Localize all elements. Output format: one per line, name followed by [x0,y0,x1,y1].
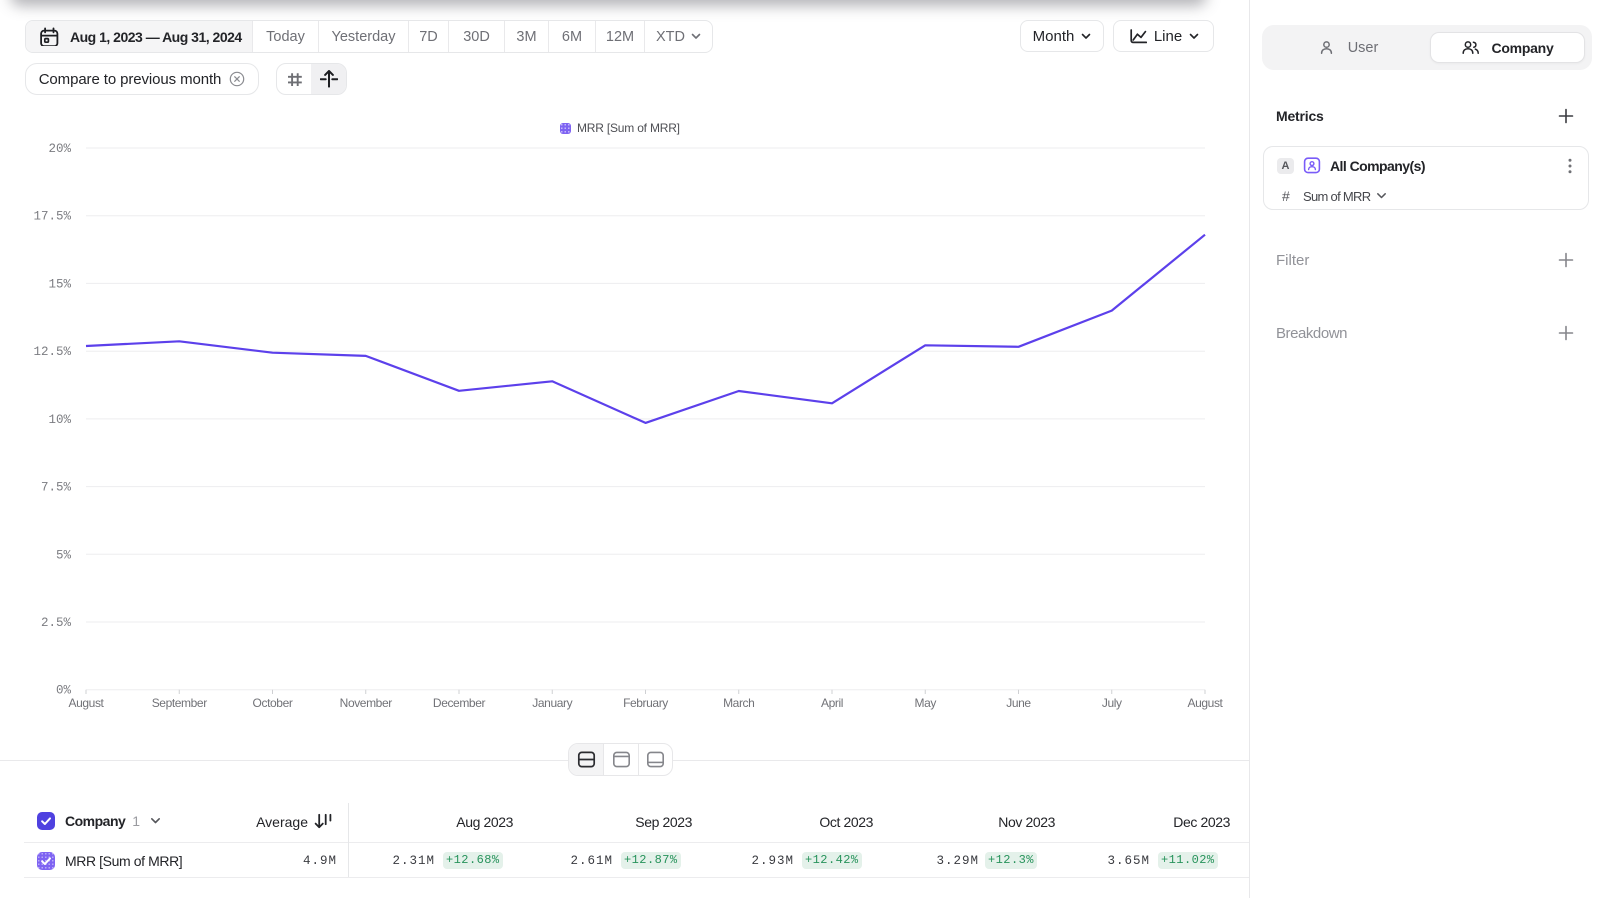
svg-text:7.5%: 7.5% [41,481,72,495]
svg-text:5%: 5% [56,548,72,562]
svg-text:August: August [1188,696,1224,710]
svg-text:December: December [433,696,486,710]
svg-text:October: October [253,696,293,710]
svg-text:August: August [69,696,105,710]
svg-text:May: May [915,696,937,710]
svg-text:September: September [152,696,208,710]
svg-text:17.5%: 17.5% [33,210,71,224]
svg-text:0%: 0% [56,684,72,698]
svg-text:April: April [821,696,843,710]
svg-text:January: January [532,696,572,710]
svg-text:March: March [723,696,754,710]
svg-text:15%: 15% [48,277,71,291]
svg-text:February: February [623,696,668,710]
svg-text:July: July [1102,696,1122,710]
svg-text:12.5%: 12.5% [33,345,71,359]
svg-text:November: November [340,696,393,710]
svg-text:2.5%: 2.5% [41,616,72,630]
svg-text:20%: 20% [48,142,71,156]
svg-text:June: June [1006,696,1031,710]
svg-text:10%: 10% [48,413,71,427]
